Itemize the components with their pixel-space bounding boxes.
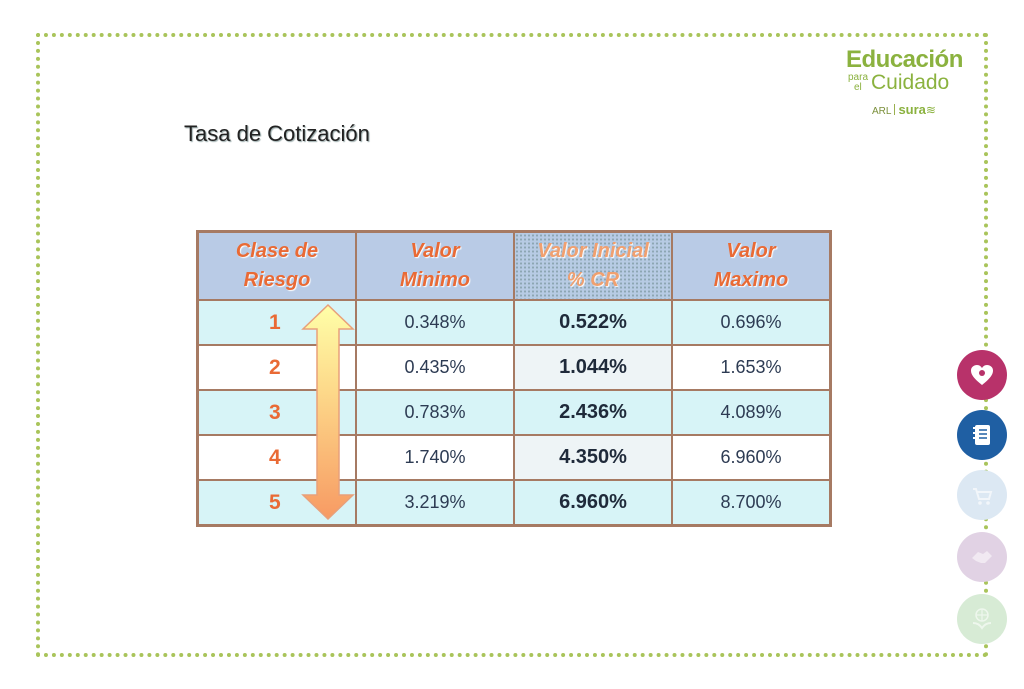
table-row: 5 3.219% 6.960% 8.700% — [196, 479, 832, 527]
header-clase-riesgo: Clase de Riesgo — [196, 230, 357, 301]
cell-maximo: 1.653% — [671, 344, 832, 391]
cell-minimo: 0.435% — [355, 344, 515, 391]
table-row: 1 0.348% 0.522% 0.696% — [196, 299, 832, 346]
page-title: Tasa de Cotización — [184, 121, 370, 146]
heart-icon[interactable] — [957, 350, 1007, 400]
heart-icon-glyph — [971, 365, 993, 385]
cell-inicial: 4.350% — [513, 434, 673, 481]
cell-minimo: 1.740% — [355, 434, 515, 481]
header-valor-inicial: Valor Inicial% CR — [513, 230, 673, 301]
cell-inicial: 2.436% — [513, 389, 673, 436]
table-row: 4 1.740% 4.350% 6.960% — [196, 434, 832, 481]
table-row: 3 0.783% 2.436% 4.089% — [196, 389, 832, 436]
table-row: 2 0.435% 1.044% 1.653% — [196, 344, 832, 391]
globe-plant-icon-glyph — [972, 608, 992, 630]
logo-arl: ARL — [872, 106, 892, 117]
dotted-frame — [36, 33, 988, 657]
cell-maximo: 4.089% — [671, 389, 832, 436]
cell-minimo: 0.783% — [355, 389, 515, 436]
sura-wave-icon: ≋ — [925, 103, 936, 117]
logo-educacion-para-el-cuidado: Educación para el Cuidado ARL sura≋ — [846, 46, 966, 122]
notebook-icon-glyph — [973, 425, 990, 445]
logo-para: para — [848, 72, 869, 83]
cell-minimo: 3.219% — [355, 479, 515, 527]
handshake-icon-glyph — [972, 551, 992, 563]
header-valor-minimo: Valor Minimo — [355, 230, 515, 301]
logo-arl-sura: ARL sura≋ — [872, 102, 936, 117]
notebook-icon[interactable] — [957, 410, 1007, 460]
cart-icon-glyph — [973, 488, 993, 505]
cart-icon[interactable] — [957, 470, 1007, 520]
cell-maximo: 8.700% — [671, 479, 832, 527]
logo-line-educacion: Educación — [846, 46, 963, 73]
double-arrow-icon — [301, 303, 355, 521]
logo-el: el — [854, 82, 862, 93]
cell-maximo: 6.960% — [671, 434, 832, 481]
cell-minimo: 0.348% — [355, 299, 515, 346]
rate-table: Clase de Riesgo Valor Minimo Valor Inicial… — [196, 230, 832, 527]
logo-separator — [894, 104, 896, 115]
cell-inicial: 1.044% — [513, 344, 673, 391]
globe-plant-icon[interactable] — [957, 594, 1007, 644]
cell-maximo: 0.696% — [671, 299, 832, 346]
table-header-row: Clase de Riesgo Valor Minimo Valor Inicial… — [196, 230, 832, 301]
logo-sura: sura — [898, 102, 926, 117]
logo-cuidado: Cuidado — [871, 71, 950, 94]
cell-inicial: 0.522% — [513, 299, 673, 346]
header-valor-maximo: Valor Maximo — [671, 230, 832, 301]
handshake-icon[interactable] — [957, 532, 1007, 582]
cell-inicial: 6.960% — [513, 479, 673, 527]
